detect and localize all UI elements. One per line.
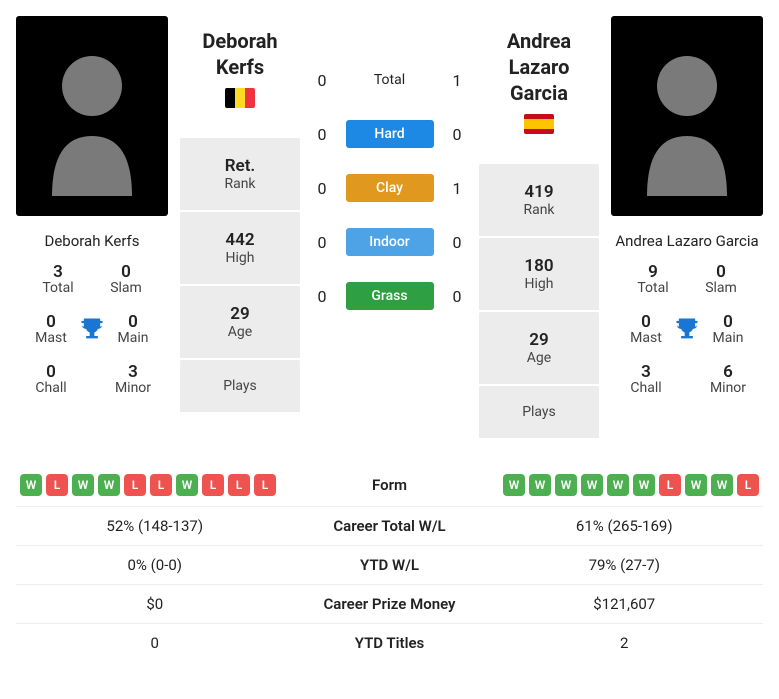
player-name-left: Deborah Kerfs: [16, 224, 168, 258]
rank-col-left: Ret.Rank 442High 29Age Plays: [180, 138, 300, 414]
surface-grass[interactable]: Grass: [346, 282, 434, 310]
form-pill: L: [228, 474, 250, 496]
row-prize-money: $0 Career Prize Money $121,607: [16, 585, 763, 624]
form-pill: W: [98, 474, 120, 496]
rank-high: 442: [188, 230, 292, 250]
surface-total: Total: [346, 66, 434, 94]
surface-indoor[interactable]: Indoor: [346, 228, 434, 256]
comparison-table: WLWWLLWLLL Form WWWWWWLWWL 52% (148-137)…: [16, 464, 763, 662]
silhouette-icon: [627, 36, 747, 196]
form-pill: W: [581, 474, 603, 496]
stat-total: 3: [24, 262, 92, 282]
form-pill: W: [555, 474, 577, 496]
player-card-right: Andrea Lazaro Garcia 9Total 0Slam 0Mast …: [611, 16, 763, 408]
trophy-icon: [673, 312, 701, 346]
h2h-left: 0: [312, 71, 332, 90]
rank-col-right: 419Rank 180High 29Age Plays: [479, 164, 599, 440]
flag-left: [225, 88, 255, 108]
row-ytd-wl: 0% (0-0) YTD W/L 79% (27-7): [16, 546, 763, 585]
form-pill: L: [150, 474, 172, 496]
form-pill: L: [202, 474, 224, 496]
form-pill: W: [607, 474, 629, 496]
h2h-right: 1: [447, 71, 467, 90]
form-pill: W: [176, 474, 198, 496]
rank-value: Ret.: [188, 156, 292, 176]
form-pill: W: [72, 474, 94, 496]
player-heading-left: Deborah Kerfs: [202, 28, 277, 80]
stat-slam: 0: [92, 262, 160, 282]
rank-age: 29: [188, 304, 292, 324]
form-pill: L: [659, 474, 681, 496]
form-pill: W: [503, 474, 525, 496]
h2h-center: 0Total1 0Hard0 0Clay1 0Indoor0 0Grass0: [312, 66, 467, 310]
flag-right: [524, 114, 554, 134]
form-pill: W: [711, 474, 733, 496]
trophy-icon: [78, 312, 106, 346]
player-name-right: Andrea Lazaro Garcia: [611, 224, 763, 258]
form-pills-right: WWWWWWLWWL: [490, 474, 760, 496]
form-pill: L: [737, 474, 759, 496]
row-ytd-titles: 0 YTD Titles 2: [16, 624, 763, 662]
form-pill: W: [685, 474, 707, 496]
stat-minor: 3: [106, 362, 160, 382]
player-card-left: Deborah Kerfs 3Total 0Slam 0Mast 0Main 0…: [16, 16, 168, 408]
titles-grid-right: 9Total 0Slam: [611, 258, 763, 308]
name-col-left: Deborah Kerfs Ret.Rank 442High 29Age Pla…: [180, 16, 300, 414]
player-photo-right: [611, 16, 763, 216]
form-pill: W: [633, 474, 655, 496]
row-form: WLWWLLWLLL Form WWWWWWLWWL: [16, 464, 763, 507]
form-pill: W: [529, 474, 551, 496]
surface-clay[interactable]: Clay: [346, 174, 434, 202]
silhouette-icon: [32, 36, 152, 196]
form-pill: W: [20, 474, 42, 496]
player-photo-left: [16, 16, 168, 216]
form-pill: L: [124, 474, 146, 496]
form-pill: L: [46, 474, 68, 496]
stat-mast: 0: [24, 312, 78, 332]
row-career-wl: 52% (148-137) Career Total W/L 61% (265-…: [16, 507, 763, 546]
titles-grid-left: 3Total 0Slam: [16, 258, 168, 308]
surface-hard[interactable]: Hard: [346, 120, 434, 148]
player-heading-right: Andrea Lazaro Garcia: [479, 28, 599, 106]
name-col-right: Andrea Lazaro Garcia 419Rank 180High 29A…: [479, 16, 599, 440]
form-pill: L: [254, 474, 276, 496]
titles-grid-left-2: 0Mast 0Main 0Chall 3Minor: [16, 308, 168, 408]
stat-chall: 0: [24, 362, 78, 382]
stat-main: 0: [106, 312, 160, 332]
form-pills-left: WLWWLLWLLL: [20, 474, 290, 496]
titles-grid-right-2: 0Mast 0Main 3Chall 6Minor: [611, 308, 763, 408]
